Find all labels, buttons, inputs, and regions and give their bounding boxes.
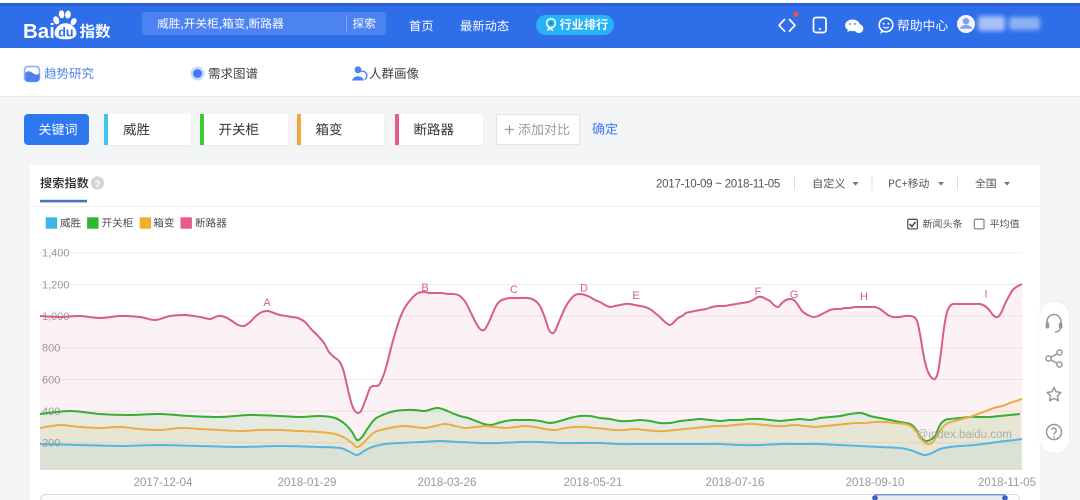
svg-text:2017-12-04: 2017-12-04: [134, 477, 193, 489]
svg-text:2018-11-05: 2018-11-05: [978, 477, 1036, 489]
svg-text:1,400: 1,400: [42, 248, 70, 260]
svg-text:2018-07-16: 2018-07-16: [706, 477, 765, 489]
svg-text:H: H: [860, 291, 868, 303]
svg-text:B: B: [421, 282, 428, 294]
svg-text:A: A: [263, 297, 271, 309]
svg-text:@index.baidu.com: @index.baidu.com: [917, 429, 1012, 441]
svg-text:C: C: [510, 284, 518, 296]
svg-text:800: 800: [42, 343, 60, 355]
svg-text:2018-01-29: 2018-01-29: [278, 477, 337, 489]
svg-text:Bai: Bai: [23, 20, 55, 43]
svg-text:du: du: [58, 26, 73, 40]
svg-text:E: E: [632, 290, 639, 302]
svg-text:2018-09-10: 2018-09-10: [846, 477, 905, 489]
svg-text:I: I: [984, 289, 987, 301]
svg-text:F: F: [755, 286, 762, 298]
svg-text:?: ?: [95, 179, 101, 190]
svg-text:1,200: 1,200: [42, 279, 70, 291]
svg-text:600: 600: [42, 374, 60, 386]
svg-text:2018-05-21: 2018-05-21: [564, 477, 623, 489]
svg-text:2018-03-26: 2018-03-26: [418, 477, 477, 489]
svg-text:D: D: [580, 283, 588, 295]
svg-text:G: G: [790, 289, 799, 301]
svg-text:2017-10-09 ~ 2018-11-05: 2017-10-09 ~ 2018-11-05: [656, 178, 780, 191]
